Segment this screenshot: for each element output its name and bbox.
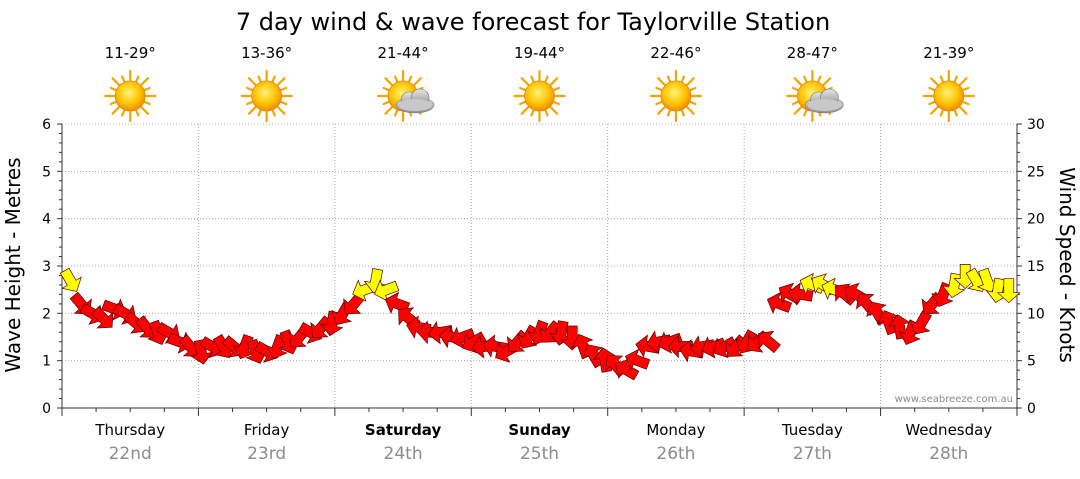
left-axis-title: Wave Height - Metres (1, 157, 25, 372)
sun-cloud-icon (376, 69, 435, 123)
wind-arrow (265, 334, 288, 360)
wind-arrow (758, 330, 781, 354)
right-tick-label: 5 (1027, 354, 1036, 370)
day-temperature-label: 22-46° (650, 44, 701, 62)
day-name-label: Tuesday (781, 421, 843, 439)
wind-arrow (766, 291, 793, 315)
day-name-label: Thursday (94, 421, 165, 439)
day-name-label: Friday (244, 421, 290, 439)
sun-icon (649, 69, 703, 123)
day-name-label: Wednesday (905, 421, 992, 439)
chart-axes: 0 1 2 3 4 5 6 0 5 10 15 20 25 30 (42, 117, 1045, 417)
right-tick-label: 10 (1027, 306, 1045, 322)
wind-arrow (59, 267, 82, 292)
left-tick-label: 2 (42, 306, 51, 322)
right-axis-title: Wind Speed - Knots (1055, 167, 1079, 363)
day-temperature-label: 21-44° (378, 44, 429, 62)
sun-cloud-icon (786, 69, 844, 123)
day-temperature-label: 11-29° (105, 44, 156, 62)
left-tick-label: 0 (42, 401, 51, 417)
sun-icon (922, 69, 975, 123)
wind-arrow (549, 320, 573, 346)
wind-arrow (189, 339, 214, 365)
wind-arrow (384, 291, 411, 315)
wind-arrow (374, 279, 400, 302)
sun-icon (513, 69, 566, 123)
sun-icon (240, 69, 293, 123)
day-temperature-label: 19-44° (514, 44, 565, 62)
right-tick-label: 30 (1027, 117, 1045, 133)
day-date-label: 27th (793, 444, 832, 464)
left-tick-label: 1 (42, 354, 51, 370)
wind-arrow (788, 282, 814, 306)
daily-weather-header: 11-29° 13-36° 21-44° 19-44° 22-46° 28-47° 21-3… (104, 44, 975, 123)
left-tick-label: 5 (42, 164, 51, 180)
left-tick-label: 6 (42, 117, 51, 133)
wind-arrows (59, 264, 1021, 381)
day-labels: Thursday 22nd Friday 23rd Saturday 24th Sunday… (94, 421, 992, 464)
day-name-label: Monday (646, 421, 705, 439)
day-date-label: 23rd (247, 444, 286, 464)
day-date-label: 26th (656, 444, 695, 464)
wind-arrow (625, 348, 651, 371)
day-date-label: 22nd (109, 444, 152, 464)
day-name-label: Sunday (508, 421, 571, 439)
wind-arrow (428, 321, 454, 345)
day-temperature-label: 13-36° (241, 44, 292, 62)
wind-arrow (450, 326, 476, 350)
sun-icon (104, 69, 157, 123)
wind-arrow (615, 358, 640, 381)
wind-arrow (506, 329, 530, 353)
day-name-label: Saturday (365, 421, 442, 439)
left-tick-label: 4 (42, 212, 51, 228)
day-date-label: 24th (384, 444, 423, 464)
day-date-label: 25th (520, 444, 559, 464)
chart-title: 7 day wind & wave forecast for Taylorvil… (236, 8, 830, 36)
left-tick-label: 3 (42, 259, 51, 275)
wind-arrow (539, 320, 562, 343)
wind-arrow (713, 336, 738, 359)
day-date-label: 28th (929, 444, 968, 464)
chart-grid (62, 123, 1017, 408)
right-tick-label: 25 (1027, 164, 1045, 180)
wind-arrow (310, 315, 333, 338)
wind-arrow (909, 310, 932, 335)
wind-arrow (91, 306, 114, 329)
wind-arrow (516, 324, 539, 349)
day-temperature-label: 21-39° (923, 44, 974, 62)
wind-arrow (996, 278, 1021, 304)
watermark: www.seabreeze.com.au (895, 394, 1013, 405)
right-tick-label: 0 (1027, 401, 1036, 417)
wind-arrow (701, 336, 727, 359)
right-tick-label: 15 (1027, 259, 1045, 275)
wind-arrow (232, 334, 256, 360)
right-tick-label: 20 (1027, 212, 1045, 228)
day-temperature-label: 28-47° (787, 44, 838, 62)
